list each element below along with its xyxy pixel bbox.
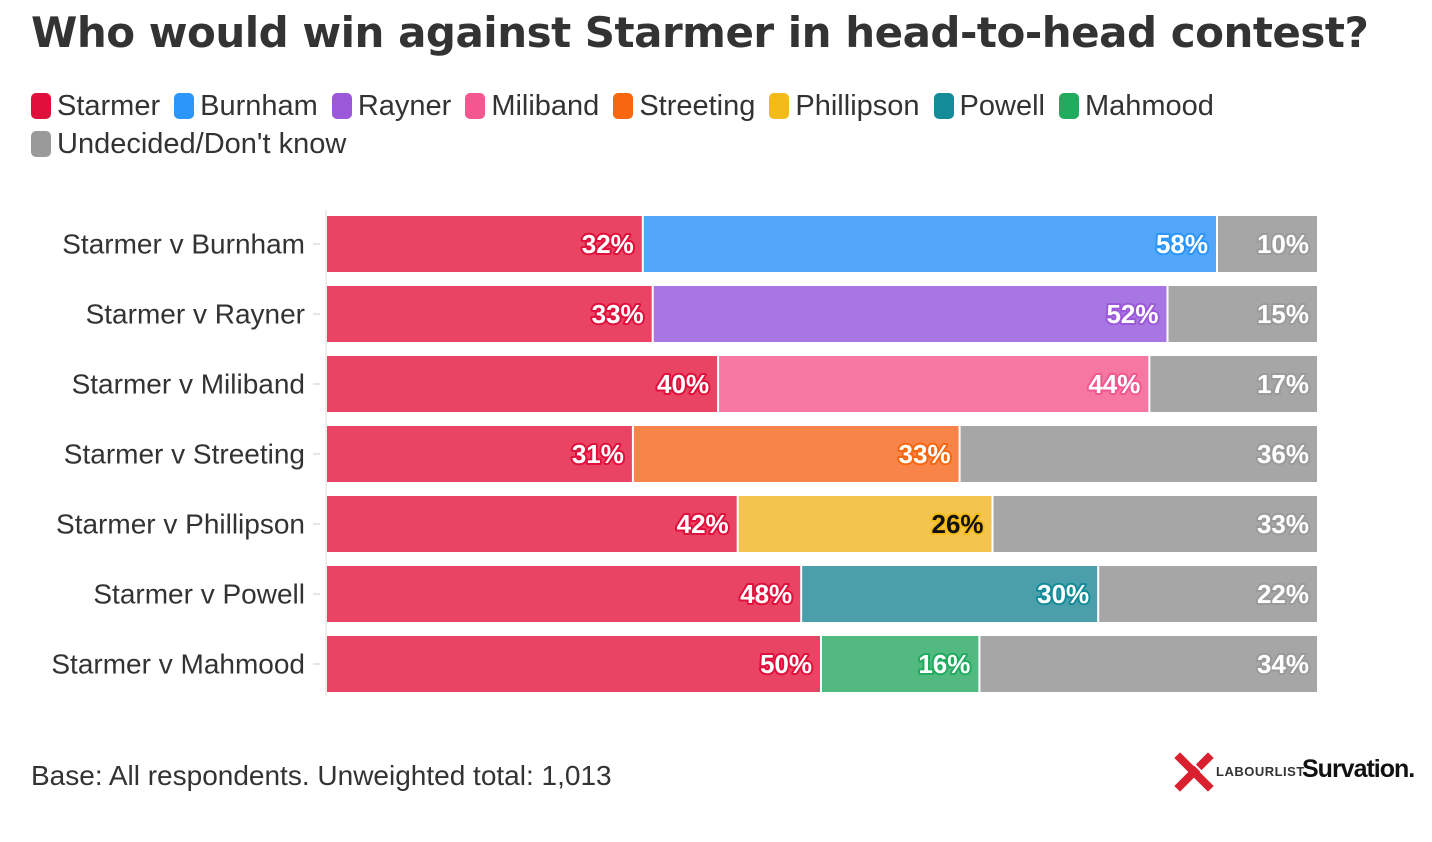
data-label: 26% xyxy=(931,509,983,539)
chart-legend: Starmer Burnham Rayner Miliband Streeting Phi… xyxy=(31,90,1331,160)
legend-item: Starmer xyxy=(31,90,160,122)
challenger-bar xyxy=(653,286,1167,342)
logos: LABOURLIST Survation. xyxy=(1172,750,1422,794)
category-label: Starmer v Streeting xyxy=(64,439,305,470)
undecided-bar xyxy=(1150,356,1317,412)
challenger-bar xyxy=(802,566,1098,622)
legend-swatch xyxy=(31,131,51,157)
legend-label: Burnham xyxy=(200,89,318,122)
data-label: 52% xyxy=(1106,299,1158,329)
labourlist-logo-icon xyxy=(1174,752,1214,792)
undecided-bar xyxy=(980,636,1317,692)
legend-label: Miliband xyxy=(491,89,600,122)
survation-logo-text: Survation. xyxy=(1302,755,1415,783)
legend-item: Miliband xyxy=(465,90,599,122)
footer-note: Base: All respondents. Unweighted total:… xyxy=(31,760,612,791)
legend-label: Rayner xyxy=(357,89,452,122)
challenger-bar xyxy=(738,496,992,552)
challenger-bar xyxy=(719,356,1149,412)
data-label: 36% xyxy=(1257,439,1309,469)
data-label: 44% xyxy=(1088,369,1140,399)
challenger-bar xyxy=(822,636,979,692)
data-label: 33% xyxy=(592,299,644,329)
legend-swatch xyxy=(465,93,486,119)
undecided-bar xyxy=(960,426,1317,482)
challenger-bar xyxy=(643,216,1216,272)
legend-item: Mahmood xyxy=(1058,89,1214,122)
data-label: 15% xyxy=(1257,299,1309,329)
data-label: 50% xyxy=(760,649,812,679)
starmer-bar xyxy=(327,216,642,272)
legend-item: Rayner xyxy=(331,89,452,122)
legend-label: Undecided/Don't know xyxy=(57,127,347,160)
data-label: 48% xyxy=(740,579,792,609)
data-label: 58% xyxy=(1156,229,1208,259)
undecided-bar xyxy=(993,496,1317,552)
legend-swatch xyxy=(31,93,51,119)
data-label: 31% xyxy=(572,439,624,469)
starmer-bar xyxy=(327,356,718,412)
category-label: Starmer v Rayner xyxy=(86,299,305,330)
undecided-bar xyxy=(1218,216,1317,272)
legend-label: Phillipson xyxy=(795,89,920,122)
data-label: 33% xyxy=(899,439,951,469)
data-label: 42% xyxy=(677,509,729,539)
category-label: Starmer v Powell xyxy=(93,579,305,610)
data-label: 22% xyxy=(1257,579,1309,609)
category-label: Starmer v Miliband xyxy=(72,369,305,400)
legend-item: Phillipson xyxy=(769,89,920,122)
data-label: 30% xyxy=(1037,579,1089,609)
legend-swatch xyxy=(174,93,195,119)
data-label: 33% xyxy=(1257,509,1309,539)
legend-item: Powell xyxy=(933,89,1045,122)
undecided-bar xyxy=(1099,566,1317,622)
legend-swatch xyxy=(933,93,954,119)
data-label: 10% xyxy=(1257,229,1309,259)
legend-label: Mahmood xyxy=(1084,89,1214,122)
starmer-bar xyxy=(327,286,652,342)
data-label: 32% xyxy=(582,229,634,259)
data-label: 16% xyxy=(918,649,970,679)
category-label: Starmer v Phillipson xyxy=(56,509,305,540)
legend-item: Undecided/Don't know xyxy=(31,128,346,160)
data-label: 17% xyxy=(1257,369,1309,399)
category-label: Starmer v Burnham xyxy=(62,229,305,260)
chart-title: Who would win against Starmer in head-to… xyxy=(31,8,1369,57)
legend-swatch xyxy=(331,93,352,119)
challenger-bar xyxy=(633,426,959,482)
legend-item: Streeting xyxy=(613,90,755,122)
data-label: 40% xyxy=(657,369,709,399)
category-label: Starmer v Mahmood xyxy=(51,649,305,680)
legend-label: Streeting xyxy=(639,89,756,122)
legend-swatch xyxy=(769,93,790,119)
legend-item: Burnham xyxy=(174,90,318,122)
legend-swatch xyxy=(613,93,634,119)
legend-label: Powell xyxy=(959,89,1045,122)
data-label: 34% xyxy=(1257,649,1309,679)
starmer-bar xyxy=(327,496,737,552)
undecided-bar xyxy=(1168,286,1317,342)
legend-label: Starmer xyxy=(57,89,161,122)
starmer-bar xyxy=(327,566,801,622)
starmer-bar xyxy=(327,636,820,692)
labourlist-logo-text: LABOURLIST xyxy=(1216,764,1305,779)
starmer-bar xyxy=(327,426,632,482)
legend-swatch xyxy=(1058,93,1079,119)
